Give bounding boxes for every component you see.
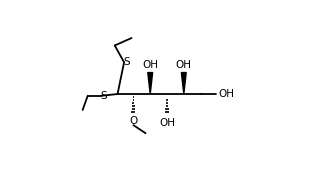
Text: OH: OH (142, 61, 158, 70)
Polygon shape (181, 73, 186, 94)
Text: OH: OH (176, 61, 192, 70)
Text: OH: OH (219, 89, 235, 99)
Text: S: S (124, 57, 130, 67)
Text: S: S (100, 91, 107, 101)
Text: OH: OH (159, 118, 175, 127)
Text: O: O (129, 116, 138, 126)
Polygon shape (148, 73, 153, 94)
